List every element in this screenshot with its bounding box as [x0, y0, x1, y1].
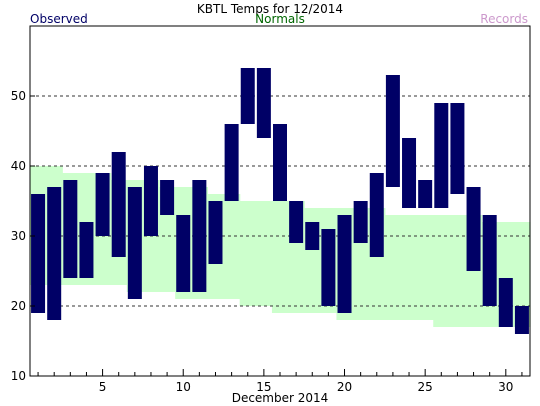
observed-bar-day-29 — [482, 215, 497, 306]
observed-bar-day-12 — [208, 201, 223, 264]
x-tick-label-25: 25 — [418, 380, 433, 394]
y-tick-label-10: 10 — [11, 369, 26, 383]
observed-bar-day-17 — [289, 201, 304, 243]
legend-observed: Observed — [30, 12, 88, 26]
observed-bar-day-23 — [385, 75, 400, 187]
normals-band-day-16 — [271, 201, 289, 313]
x-tick-label-30: 30 — [498, 380, 513, 394]
observed-bar-day-28 — [466, 187, 481, 271]
observed-bar-day-21 — [353, 201, 368, 243]
observed-bar-day-6 — [111, 152, 126, 257]
x-tick-label-15: 15 — [256, 380, 271, 394]
observed-bar-day-11 — [192, 180, 207, 292]
chart-title: KBTL Temps for 12/2014 — [196, 2, 344, 16]
y-tick-label-50: 50 — [11, 89, 26, 103]
y-tick-label-30: 30 — [11, 229, 26, 243]
observed-bar-day-10 — [176, 215, 191, 292]
observed-bar-day-26 — [434, 103, 449, 208]
normals-band-day-27 — [449, 215, 467, 327]
normals-band-day-15 — [255, 201, 273, 306]
observed-bar-day-20 — [337, 215, 352, 313]
x-axis-label: December 2014 — [232, 391, 329, 405]
observed-bar-day-9 — [160, 180, 175, 215]
x-tick-label-10: 10 — [176, 380, 191, 394]
observed-bar-day-18 — [305, 222, 320, 250]
normals-band-day-31 — [513, 222, 531, 327]
observed-bar-day-1 — [31, 194, 46, 313]
observed-bar-day-7 — [127, 187, 142, 299]
y-tick-label-20: 20 — [11, 299, 26, 313]
normals-band-day-23 — [384, 215, 402, 320]
observed-bar-day-27 — [450, 103, 465, 194]
normals-band-day-25 — [417, 215, 434, 320]
observed-bar-day-24 — [402, 138, 417, 208]
x-tick-label-5: 5 — [99, 380, 107, 394]
observed-bar-day-16 — [273, 124, 287, 201]
observed-bar-day-31 — [514, 306, 529, 334]
observed-bar-day-3 — [63, 180, 78, 278]
x-tick-label-20: 20 — [337, 380, 352, 394]
observed-bar-day-13 — [224, 124, 239, 201]
observed-bar-day-4 — [79, 222, 94, 278]
legend-records: Records — [480, 12, 528, 26]
normals-band-day-24 — [400, 215, 418, 320]
normals-band-day-13 — [223, 194, 241, 299]
observed-bar-day-30 — [498, 278, 513, 327]
normals-band-day-26 — [433, 215, 450, 327]
observed-bar-day-15 — [256, 68, 271, 138]
observed-bar-day-14 — [240, 68, 255, 124]
observed-bar-day-25 — [418, 180, 433, 208]
observed-bar-day-22 — [369, 173, 384, 257]
normals-band-day-14 — [239, 201, 257, 306]
observed-bar-day-2 — [47, 187, 62, 320]
observed-bar-day-8 — [143, 166, 158, 236]
observed-bar-day-19 — [321, 229, 336, 306]
legend-normals: Normals — [255, 12, 305, 26]
observed-bar-day-5 — [95, 173, 110, 236]
y-tick-label-40: 40 — [11, 159, 26, 173]
